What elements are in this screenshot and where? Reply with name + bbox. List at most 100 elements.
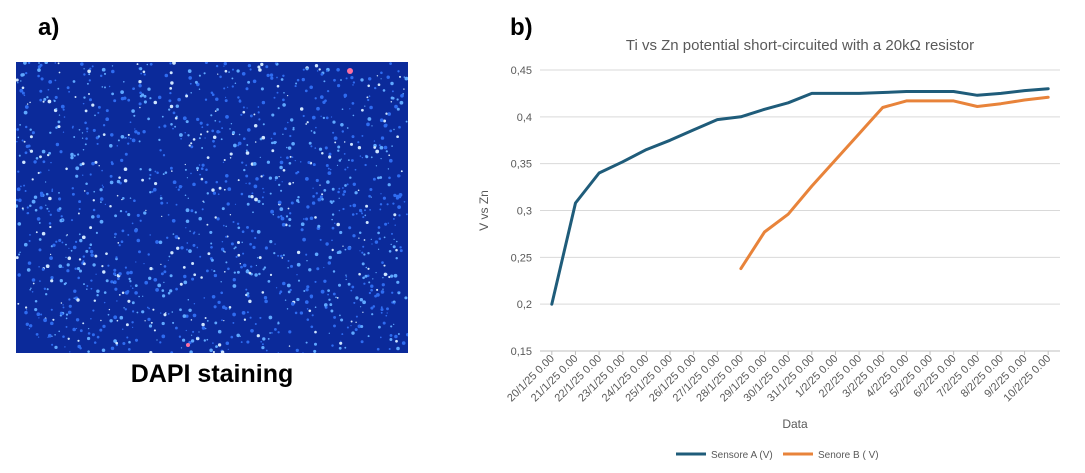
nucleus-dot [257,111,260,114]
nucleus-dot [360,210,363,213]
nucleus-dot [344,346,347,349]
nucleus-dot [133,199,136,203]
nucleus-dot [338,250,342,254]
nucleus-dot [29,324,33,328]
nucleus-dot [204,180,208,184]
nucleus-dot [105,252,108,256]
nucleus-dot [22,208,24,211]
nucleus-dot [172,111,176,115]
nucleus-dot [261,196,264,199]
nucleus-dot [29,101,31,104]
nucleus-dot [21,86,25,90]
nucleus-dot [180,347,183,349]
nucleus-dot [81,137,84,139]
nucleus-dot [261,343,264,346]
nucleus-dot [379,203,383,206]
nucleus-dot [212,191,217,195]
nucleus-dot [338,209,341,212]
nucleus-dot [382,321,386,325]
nucleus-dot [35,157,39,160]
nucleus-dot [381,283,385,287]
nucleus-dot [20,80,22,82]
nucleus-dot [284,127,287,131]
nucleus-dot [284,299,287,301]
nucleus-dot [393,302,396,305]
nucleus-dot [242,137,246,141]
nucleus-dot [54,334,56,336]
nucleus-dot [192,243,196,247]
nucleus-dot [375,271,377,274]
nucleus-dot [68,298,71,301]
nucleus-dot [395,256,398,260]
nucleus-dot [309,216,314,220]
nucleus-dot [344,248,347,251]
nucleus-dot [218,120,221,123]
nucleus-dot [93,341,97,344]
nucleus-dot [279,165,283,170]
nucleus-dot [200,177,204,181]
nucleus-dot [378,144,381,147]
nucleus-dot [217,343,222,347]
nucleus-dot [327,261,332,265]
nucleus-dot [143,94,147,98]
nucleus-dot [143,73,146,76]
nucleus-dot [135,261,137,263]
nucleus-dot [131,138,136,143]
nucleus-dot [292,128,295,131]
nucleus-dot [307,161,311,164]
chart-title: Ti vs Zn potential short-circuited with … [626,37,974,54]
nucleus-dot [39,171,42,174]
nucleus-dot [29,234,31,236]
nucleus-dot [383,145,388,150]
nucleus-dot [174,125,177,128]
nucleus-dot [181,338,186,342]
nucleus-dot [24,306,28,309]
nucleus-dot [169,62,172,65]
nucleus-dot [331,213,335,216]
nucleus-dot [138,295,140,298]
nucleus-dot [357,189,360,192]
nucleus-dot [26,103,29,105]
nucleus-dot [352,234,356,238]
nucleus-dot [270,137,273,140]
nucleus-dot [282,254,285,257]
nucleus-dot [299,107,304,111]
nucleus-dot [24,125,28,129]
nucleus-dot [246,294,250,298]
nucleus-dot [241,71,246,76]
nucleus-dot [350,76,354,80]
nucleus-dot [74,240,78,244]
nucleus-dot [225,235,228,238]
nucleus-dot [77,344,81,349]
nucleus-dot [74,96,77,98]
nucleus-dot [70,249,73,252]
nucleus-dot [127,98,131,102]
nucleus-dot [191,262,195,265]
nucleus-dot [168,108,171,111]
y-tick-label: 0,15 [511,346,532,358]
nucleus-dot [287,267,289,269]
nucleus-dot [153,329,156,332]
nucleus-dot [138,140,141,143]
nucleus-dot [92,263,96,267]
nucleus-dot [223,319,225,322]
nucleus-dot [138,250,141,254]
nucleus-dot [96,335,100,339]
nucleus-dot [102,186,105,188]
nucleus-dot [336,68,340,72]
nucleus-dot [216,217,220,221]
nucleus-dot [97,105,101,109]
nucleus-dot [366,274,370,278]
nucleus-dot [332,200,335,203]
nucleus-dot [331,218,333,221]
nucleus-dot [396,280,400,284]
nucleus-dot [185,314,189,318]
nucleus-dot [134,284,138,288]
nucleus-dot [170,81,174,85]
nucleus-dot [86,191,89,195]
nucleus-dot [359,155,362,157]
nucleus-dot [325,69,328,72]
nucleus-dot [310,145,313,148]
nucleus-dot [81,162,85,166]
nucleus-dot [131,301,135,305]
